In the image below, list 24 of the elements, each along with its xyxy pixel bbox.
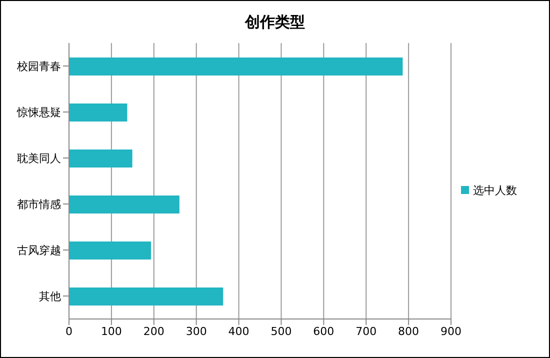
x-tick-label: 800	[398, 324, 420, 338]
y-tick-label: 惊悚悬疑	[16, 106, 61, 119]
chart-title: 创作类型	[244, 13, 306, 33]
bar	[69, 196, 180, 214]
y-tick-label: 古风穿越	[17, 244, 61, 257]
x-tick-label: 900	[440, 324, 462, 338]
x-tick-label: 200	[143, 324, 164, 338]
x-tick-label: 0	[66, 324, 72, 338]
bar	[69, 104, 128, 122]
x-tick-label: 700	[356, 324, 377, 338]
x-tick-label: 500	[270, 324, 292, 338]
y-tick-label: 耽美同人	[17, 152, 61, 165]
y-tick-label: 其他	[39, 290, 61, 303]
bar	[69, 150, 132, 168]
bar	[69, 288, 224, 306]
y-tick-label: 都市情感	[17, 198, 61, 211]
x-tick-label: 100	[100, 324, 122, 338]
y-tick-label: 校园青春	[16, 60, 61, 73]
x-tick-label: 300	[186, 324, 207, 338]
legend-label: 选中人数	[473, 184, 517, 196]
x-tick-label: 600	[313, 324, 334, 338]
bar	[69, 242, 151, 260]
bar	[69, 58, 403, 76]
x-tick-label: 400	[228, 324, 250, 338]
